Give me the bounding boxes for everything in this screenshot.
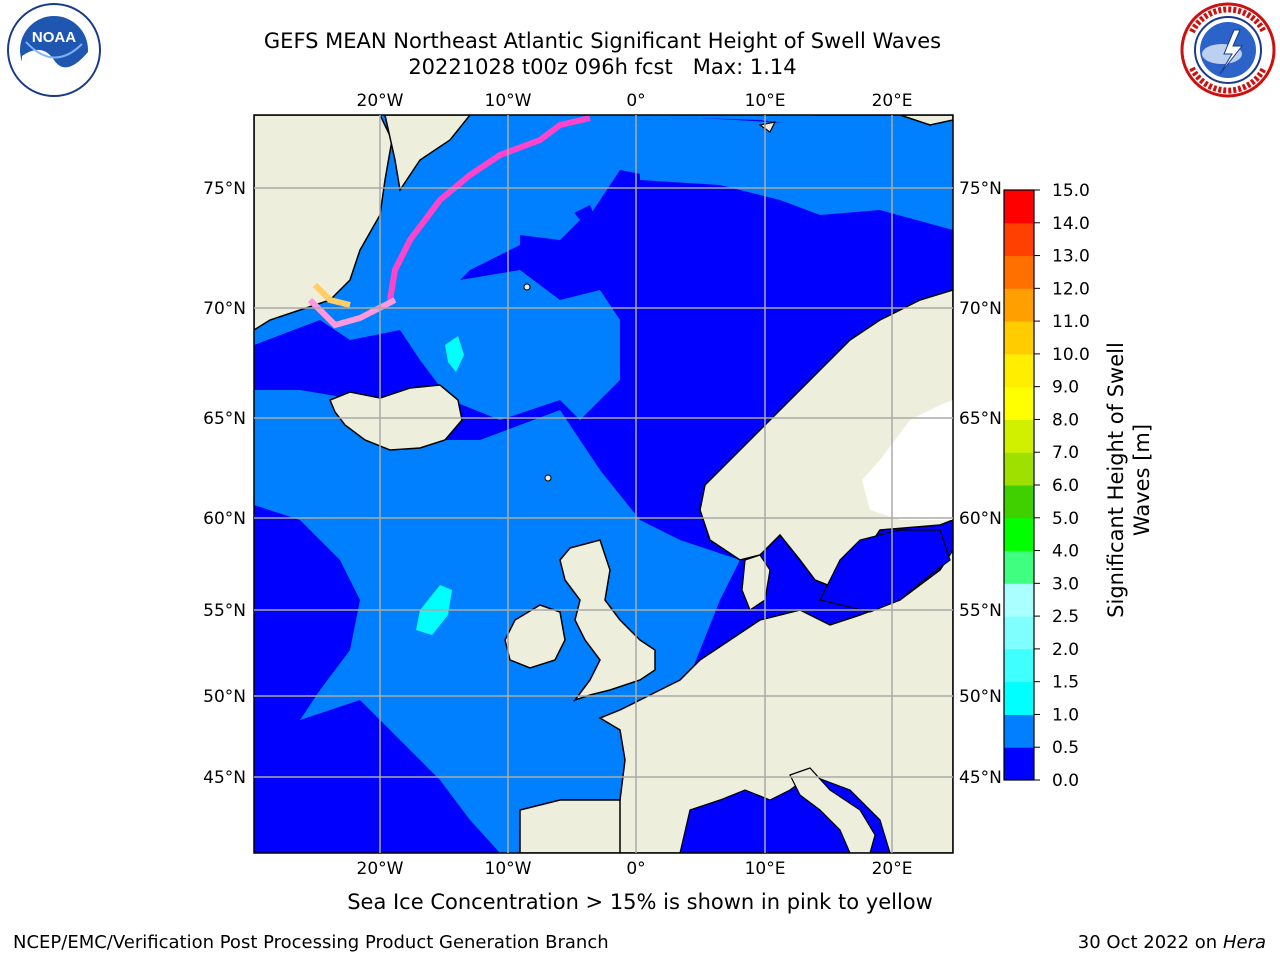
noaa-logo-icon: NOAA <box>7 3 101 97</box>
lon-tick-bottom: 0° <box>626 859 645 879</box>
colorbar-tick-label: 9.0 <box>1052 378 1079 398</box>
colorbar-tick-label: 14.0 <box>1052 214 1090 234</box>
date-text: 30 Oct 2022 on <box>1077 932 1223 953</box>
colorbar-tick-label: 0.0 <box>1052 771 1079 791</box>
lon-ticks-top: 20°W 10°W 0° 10°E 20°E <box>357 91 913 111</box>
colorbar-segment <box>1004 190 1034 224</box>
colorbar-segment <box>1004 485 1034 519</box>
sea-ice-edge <box>307 115 591 329</box>
chart-subtitle: 20221028 t00z 096h fcst Max: 1.14 <box>408 55 797 79</box>
graticule <box>254 115 953 853</box>
colorbar-tick-label: 11.0 <box>1052 312 1090 332</box>
lon-tick-bottom: 10°E <box>745 859 786 879</box>
colorbar-tick-label: 13.0 <box>1052 247 1090 267</box>
colorbar-title: Significant Height of Swell Waves [m] <box>1104 342 1154 618</box>
lon-ticks-bottom: 20°W 10°W 0° 10°E 20°E <box>357 859 913 879</box>
land-svalbard <box>812 115 953 126</box>
lat-tick-left: 65°N <box>203 409 246 429</box>
lat-tick-left: 55°N <box>203 601 246 621</box>
colorbar-tick-label: 2.5 <box>1052 607 1079 627</box>
lat-tick-right: 75°N <box>959 179 1002 199</box>
sea-ice-note: Sea Ice Concentration > 15% is shown in … <box>347 890 933 914</box>
colorbar-tick-label: 4.0 <box>1052 542 1079 562</box>
colorbar-tick-label: 3.0 <box>1052 574 1079 594</box>
lat-ticks-left: 75°N 70°N 65°N 60°N 55°N 50°N 45°N <box>203 179 246 788</box>
colorbar-tick-label: 8.0 <box>1052 410 1079 430</box>
colorbar-segment <box>1004 583 1034 617</box>
lat-tick-left: 45°N <box>203 768 246 788</box>
lat-tick-right: 50°N <box>959 687 1002 707</box>
credit-line: NCEP/EMC/Verification Post Processing Pr… <box>13 932 609 953</box>
host-name: Hera <box>1222 932 1266 953</box>
colorbar-segment <box>1004 714 1034 748</box>
map-frame <box>253 114 954 854</box>
lat-tick-left: 75°N <box>203 179 246 199</box>
sea-baltic <box>819 529 951 613</box>
colorbar-segment <box>1004 386 1034 420</box>
date-line: 30 Oct 2022 on Hera <box>1078 932 1266 953</box>
colorbar-tick-label: 1.0 <box>1052 705 1079 725</box>
lon-tick-bottom: 10°W <box>485 859 532 879</box>
colorbar-segment <box>1004 616 1034 650</box>
land-ireland <box>504 604 566 669</box>
lon-tick-top: 20°E <box>872 91 913 111</box>
colorbar-tick-label: 1.5 <box>1052 673 1079 693</box>
land-faroe <box>544 474 552 482</box>
colorbar-tick-label: 12.0 <box>1052 279 1090 299</box>
colorbar-segment <box>1004 747 1034 781</box>
colorbar-segment <box>1004 648 1034 683</box>
colorbar-segment <box>1004 452 1034 486</box>
lon-tick-top: 10°W <box>485 91 532 111</box>
land-great-britain <box>559 539 656 702</box>
svg-text:NOAA: NOAA <box>32 29 76 46</box>
land-jan-mayen <box>523 283 531 291</box>
colorbar-segment <box>1004 550 1034 584</box>
colorbar-segment <box>1004 353 1034 388</box>
lat-ticks-right: 75°N 70°N 65°N 60°N 55°N 50°N 45°N <box>959 179 1002 788</box>
colorbar-segment <box>1004 681 1034 715</box>
lon-tick-top: 0° <box>626 91 645 111</box>
lat-tick-right: 60°N <box>959 509 1002 529</box>
lat-tick-right: 55°N <box>959 601 1002 621</box>
land-iberia <box>519 799 621 853</box>
lat-tick-right: 70°N <box>959 299 1002 319</box>
lon-tick-bottom: 20°E <box>872 859 913 879</box>
colorbar-segment <box>1004 288 1034 322</box>
colorbar-tick-label: 15.0 <box>1052 181 1090 201</box>
colorbar-segment <box>1004 255 1034 289</box>
colorbar-tick-label: 5.0 <box>1052 509 1079 529</box>
chart-title: GEFS MEAN Northeast Atlantic Significant… <box>263 29 942 53</box>
land-italy <box>789 767 876 853</box>
colorbar-tick-label: 10.0 <box>1052 345 1090 365</box>
colorbar-segment <box>1004 419 1034 453</box>
colorbar-segment <box>1004 321 1034 355</box>
lat-tick-right: 65°N <box>959 409 1002 429</box>
colorbar-tick-label: 2.0 <box>1052 640 1079 660</box>
lat-tick-left: 60°N <box>203 509 246 529</box>
land-greenland <box>254 115 471 331</box>
lat-tick-right: 45°N <box>959 768 1002 788</box>
lat-tick-left: 70°N <box>203 299 246 319</box>
colorbar-tick-label: 0.5 <box>1052 738 1079 758</box>
colorbar-segment <box>1004 517 1034 552</box>
colorbar-tick-label: 6.0 <box>1052 476 1079 496</box>
colorbar-segment <box>1004 222 1034 257</box>
land-sweden-white <box>862 400 953 520</box>
lon-tick-bottom: 20°W <box>357 859 404 879</box>
colorbar: 0.0 0.5 1.0 1.5 2.0 2.5 3.0 4.0 5.0 6.0 7.0 8.0 9.0 1… <box>1003 181 1090 791</box>
nws-logo-icon <box>1180 2 1276 98</box>
lat-tick-left: 50°N <box>203 687 246 707</box>
colorbar-tick-label: 7.0 <box>1052 443 1079 463</box>
lon-tick-top: 20°W <box>357 91 404 111</box>
lon-tick-top: 10°E <box>745 91 786 111</box>
